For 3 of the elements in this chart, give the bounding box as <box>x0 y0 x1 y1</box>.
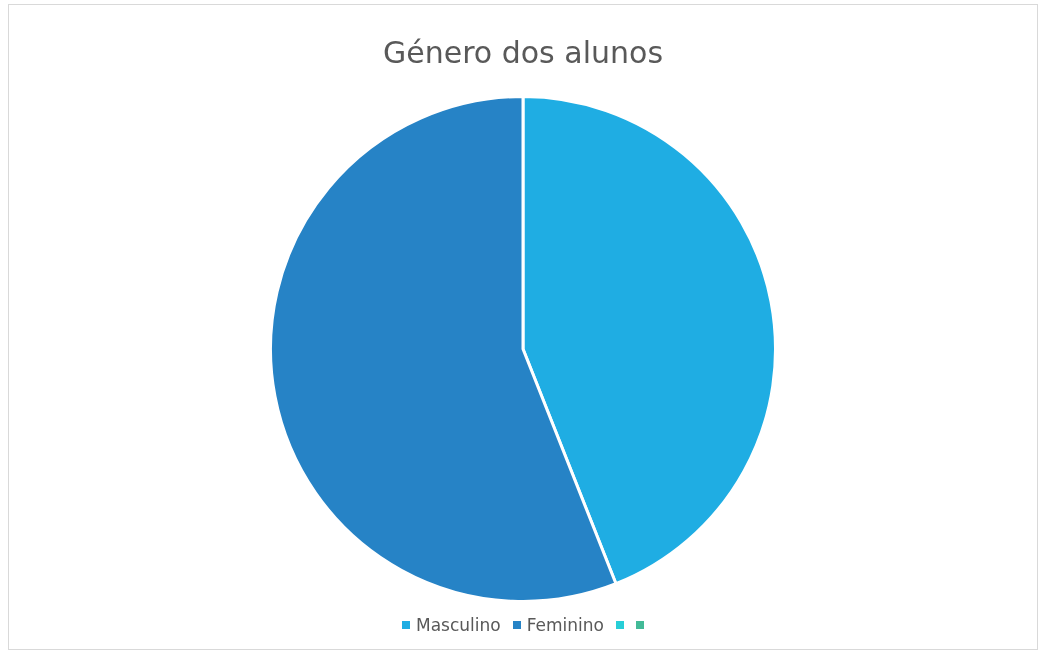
chart-title: Género dos alunos <box>382 34 664 70</box>
legend-label: Feminino <box>526 615 604 635</box>
legend-label: Masculino <box>416 615 501 635</box>
